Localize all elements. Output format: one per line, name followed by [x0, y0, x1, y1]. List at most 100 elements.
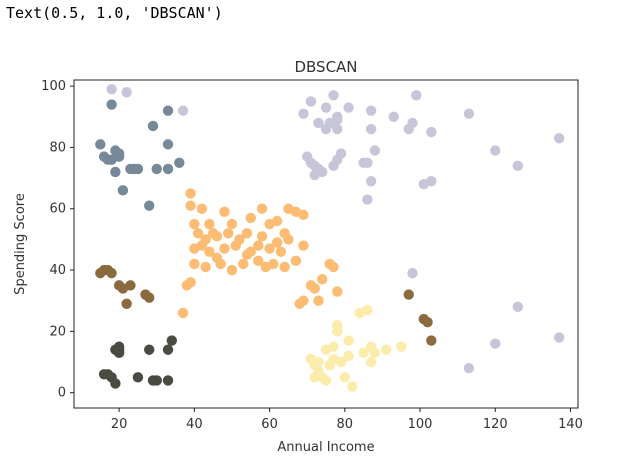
- x-tick-label: 80: [337, 417, 354, 432]
- data-point: [365, 175, 377, 187]
- data-point: [253, 240, 264, 251]
- data-point: [253, 255, 264, 267]
- data-point: [245, 212, 256, 224]
- data-point: [358, 347, 369, 359]
- data-point: [320, 375, 332, 386]
- y-tick-label: 40: [49, 263, 66, 278]
- data-point: [177, 307, 189, 319]
- data-point: [238, 258, 249, 270]
- data-point: [219, 206, 230, 218]
- data-point: [365, 356, 377, 368]
- data-point: [192, 228, 204, 239]
- data-point: [305, 96, 317, 107]
- data-point: [332, 114, 343, 126]
- data-point: [147, 120, 159, 132]
- data-point: [279, 261, 290, 273]
- data-point: [185, 277, 196, 288]
- chart-title: DBSCAN: [294, 58, 357, 76]
- data-point: [162, 344, 174, 355]
- data-point: [132, 372, 144, 383]
- plot-frame: [73, 79, 579, 409]
- data-point: [121, 87, 132, 98]
- data-points: [95, 83, 565, 392]
- data-point: [185, 188, 196, 199]
- data-point: [411, 90, 422, 101]
- data-point: [151, 375, 162, 386]
- x-tick-label: 100: [408, 417, 433, 432]
- data-point: [426, 126, 437, 138]
- data-point: [290, 255, 302, 267]
- y-tick-label: 80: [49, 140, 66, 155]
- data-point: [388, 111, 399, 122]
- data-point: [189, 258, 200, 270]
- data-point: [110, 378, 121, 389]
- x-tick-label: 140: [558, 417, 583, 432]
- y-axis-label: Spending Score: [13, 193, 28, 295]
- data-point: [313, 356, 324, 368]
- x-tick-label: 40: [186, 417, 203, 432]
- data-point: [463, 362, 475, 374]
- data-point: [339, 372, 351, 383]
- data-point: [369, 145, 381, 156]
- x-tick-label: 20: [111, 417, 128, 432]
- data-point: [298, 240, 309, 251]
- axis-ticks: 20 40 60 80 100 120 140 0 20 40 60 80 100: [41, 79, 583, 432]
- data-point: [347, 381, 358, 392]
- data-point: [162, 139, 174, 150]
- data-point: [320, 102, 332, 113]
- data-point: [196, 203, 208, 214]
- data-point: [362, 194, 373, 205]
- data-point: [369, 347, 381, 359]
- data-point: [204, 218, 215, 230]
- data-point: [463, 108, 475, 119]
- data-point: [512, 301, 524, 313]
- data-point: [313, 117, 324, 129]
- data-point: [317, 166, 328, 178]
- data-point: [185, 200, 196, 211]
- data-point: [256, 231, 268, 242]
- data-point: [407, 117, 418, 129]
- data-point: [268, 258, 279, 270]
- data-point: [162, 375, 174, 386]
- x-tick-label: 60: [261, 417, 278, 432]
- data-point: [162, 163, 174, 175]
- data-point: [106, 267, 117, 279]
- data-point: [223, 228, 234, 239]
- data-point: [407, 267, 418, 279]
- data-point: [95, 139, 106, 150]
- data-point: [245, 246, 256, 257]
- data-point: [177, 105, 189, 116]
- data-point: [106, 83, 117, 95]
- data-point: [362, 304, 373, 316]
- y-tick-label: 20: [49, 324, 66, 339]
- data-point: [144, 200, 155, 211]
- data-point: [151, 163, 162, 175]
- data-point: [328, 261, 339, 273]
- data-point: [426, 175, 437, 187]
- data-point: [362, 157, 373, 168]
- data-point: [132, 163, 144, 175]
- data-point: [211, 231, 223, 242]
- data-point: [121, 298, 132, 309]
- data-point: [256, 203, 268, 214]
- data-point: [298, 209, 309, 221]
- data-point: [166, 335, 177, 346]
- data-point: [380, 344, 392, 355]
- data-point: [226, 264, 238, 276]
- data-point: [271, 215, 283, 227]
- data-point: [113, 344, 125, 355]
- data-point: [110, 166, 121, 178]
- y-tick-label: 60: [49, 202, 66, 217]
- data-point: [234, 234, 245, 245]
- data-point: [328, 341, 339, 352]
- x-axis-label: Annual Income: [277, 440, 374, 455]
- data-point: [189, 218, 200, 230]
- data-point: [200, 261, 211, 273]
- data-point: [226, 218, 238, 230]
- x-tick-label: 120: [483, 417, 508, 432]
- data-point: [343, 335, 354, 346]
- data-point: [343, 102, 354, 113]
- data-point: [426, 335, 437, 346]
- data-point: [298, 108, 309, 119]
